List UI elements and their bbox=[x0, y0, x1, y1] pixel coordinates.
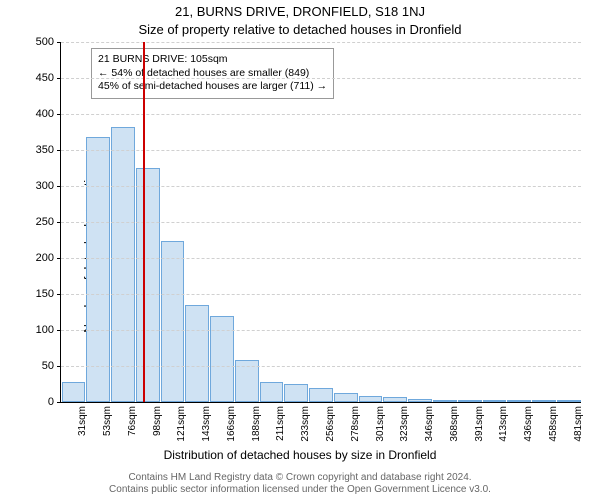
xtick-label: 211sqm bbox=[275, 406, 286, 446]
chart-container: 21, BURNS DRIVE, DRONFIELD, S18 1NJ Size… bbox=[0, 0, 600, 500]
footnote-line-1: Contains HM Land Registry data © Crown c… bbox=[0, 472, 600, 484]
gridline bbox=[61, 366, 581, 367]
histogram-bar bbox=[507, 400, 531, 402]
xtick-label: 278sqm bbox=[350, 406, 361, 446]
footnote-line-2: Contains public sector information licen… bbox=[0, 484, 600, 496]
ytick-label: 0 bbox=[0, 396, 54, 408]
ytick-mark bbox=[57, 258, 61, 259]
xtick-label: 413sqm bbox=[498, 406, 509, 446]
plot-area: 21 BURNS DRIVE: 105sqm ← 54% of detached… bbox=[60, 42, 581, 403]
histogram-bar bbox=[185, 305, 209, 402]
histogram-bar bbox=[309, 388, 333, 402]
xtick-label: 233sqm bbox=[300, 406, 311, 446]
ytick-label: 450 bbox=[0, 72, 54, 84]
gridline bbox=[61, 78, 581, 79]
gridline bbox=[61, 42, 581, 43]
xtick-label: 301sqm bbox=[375, 406, 386, 446]
histogram-bar bbox=[284, 384, 308, 402]
ytick-label: 200 bbox=[0, 252, 54, 264]
histogram-bar bbox=[86, 137, 110, 402]
xtick-label: 31sqm bbox=[77, 406, 88, 446]
property-marker-line bbox=[143, 42, 145, 402]
histogram-bar bbox=[458, 400, 482, 402]
histogram-bar bbox=[483, 400, 507, 402]
gridline bbox=[61, 150, 581, 151]
x-axis-label: Distribution of detached houses by size … bbox=[0, 448, 600, 462]
histogram-bar bbox=[62, 382, 86, 402]
ytick-mark bbox=[57, 330, 61, 331]
ytick-mark bbox=[57, 78, 61, 79]
xtick-label: 53sqm bbox=[102, 406, 113, 446]
ytick-mark bbox=[57, 114, 61, 115]
ytick-mark bbox=[57, 150, 61, 151]
ytick-mark bbox=[57, 294, 61, 295]
ytick-label: 400 bbox=[0, 108, 54, 120]
ytick-mark bbox=[57, 186, 61, 187]
xtick-label: 121sqm bbox=[176, 406, 187, 446]
histogram-bar bbox=[260, 382, 284, 402]
xtick-label: 368sqm bbox=[449, 406, 460, 446]
histogram-bar bbox=[210, 316, 234, 402]
histogram-bar bbox=[532, 400, 556, 402]
gridline bbox=[61, 330, 581, 331]
histogram-bar bbox=[408, 399, 432, 402]
histogram-bar bbox=[161, 241, 185, 402]
page-subtitle: Size of property relative to detached ho… bbox=[0, 22, 600, 37]
annotation-line-3: 45% of semi-detached houses are larger (… bbox=[98, 80, 327, 94]
histogram-bar bbox=[557, 400, 581, 402]
xtick-label: 458sqm bbox=[548, 406, 559, 446]
ytick-mark bbox=[57, 222, 61, 223]
gridline bbox=[61, 258, 581, 259]
annotation-box: 21 BURNS DRIVE: 105sqm ← 54% of detached… bbox=[91, 48, 334, 99]
xtick-label: 323sqm bbox=[399, 406, 410, 446]
page-title: 21, BURNS DRIVE, DRONFIELD, S18 1NJ bbox=[0, 4, 600, 19]
ytick-label: 500 bbox=[0, 36, 54, 48]
ytick-mark bbox=[57, 366, 61, 367]
xtick-label: 391sqm bbox=[474, 406, 485, 446]
ytick-label: 150 bbox=[0, 288, 54, 300]
ytick-label: 350 bbox=[0, 144, 54, 156]
histogram-bar bbox=[359, 396, 383, 402]
gridline bbox=[61, 186, 581, 187]
ytick-label: 300 bbox=[0, 180, 54, 192]
histogram-bar bbox=[111, 127, 135, 402]
ytick-mark bbox=[57, 402, 61, 403]
gridline bbox=[61, 114, 581, 115]
histogram-bar bbox=[383, 397, 407, 402]
xtick-label: 346sqm bbox=[424, 406, 435, 446]
xtick-label: 188sqm bbox=[251, 406, 262, 446]
xtick-label: 143sqm bbox=[201, 406, 212, 446]
xtick-label: 166sqm bbox=[226, 406, 237, 446]
histogram-bar bbox=[433, 400, 457, 402]
ytick-mark bbox=[57, 42, 61, 43]
ytick-label: 100 bbox=[0, 324, 54, 336]
annotation-line-1: 21 BURNS DRIVE: 105sqm bbox=[98, 53, 327, 67]
xtick-label: 98sqm bbox=[152, 406, 163, 446]
ytick-label: 250 bbox=[0, 216, 54, 228]
gridline bbox=[61, 294, 581, 295]
xtick-label: 76sqm bbox=[127, 406, 138, 446]
xtick-label: 481sqm bbox=[573, 406, 584, 446]
gridline bbox=[61, 222, 581, 223]
xtick-label: 256sqm bbox=[325, 406, 336, 446]
xtick-label: 436sqm bbox=[523, 406, 534, 446]
ytick-label: 50 bbox=[0, 360, 54, 372]
footnote: Contains HM Land Registry data © Crown c… bbox=[0, 472, 600, 496]
histogram-bar bbox=[334, 393, 358, 402]
